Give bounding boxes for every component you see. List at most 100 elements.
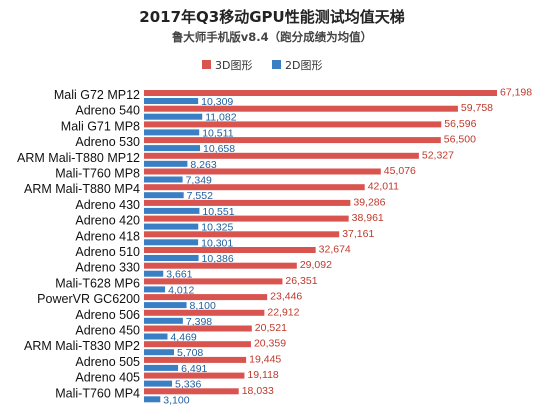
- chart-legend: 3D图形 2D图形: [202, 59, 322, 72]
- chart-title: 2017年Q3移动GPU性能测试均值天梯: [139, 8, 404, 26]
- value-label-3d: 32,674: [319, 244, 351, 256]
- value-label-2d: 8,100: [190, 300, 216, 312]
- category-label: Adreno 540: [75, 104, 140, 118]
- value-label-3d: 37,161: [342, 228, 374, 240]
- value-label-3d: 26,351: [285, 275, 317, 287]
- value-label-2d: 10,658: [203, 143, 235, 155]
- legend-label-3d: 3D图形: [215, 59, 252, 72]
- bar-3d: [144, 152, 419, 159]
- value-label-3d: 45,076: [384, 165, 416, 177]
- category-label: Adreno 506: [75, 308, 140, 322]
- bar-3d: [144, 168, 381, 175]
- bar-2d: [144, 192, 184, 199]
- value-label-3d: 29,092: [300, 259, 332, 271]
- bar-3d: [144, 325, 252, 332]
- legend-label-2d: 2D图形: [285, 59, 322, 72]
- bar-3d: [144, 137, 441, 144]
- bar-2d: [144, 176, 183, 183]
- bar-2d: [144, 286, 166, 293]
- bar-3d: [144, 262, 297, 269]
- bar-2d: [144, 380, 173, 387]
- bar-3d: [144, 231, 340, 238]
- value-label-2d: 7,552: [187, 190, 213, 202]
- bar-2d: [144, 239, 199, 246]
- bar-3d: [144, 388, 239, 395]
- bar-3d: [144, 105, 458, 112]
- bar-2d: [144, 113, 203, 120]
- value-label-3d: 42,011: [368, 181, 399, 193]
- value-label-2d: 7,398: [186, 316, 212, 328]
- category-label: ARM Mali-T830 MP2: [24, 339, 140, 353]
- bar-2d: [144, 129, 200, 136]
- value-label-3d: 56,596: [444, 118, 476, 130]
- category-label: Mali-T760 MP8: [55, 167, 140, 181]
- value-label-2d: 3,661: [166, 269, 192, 281]
- legend-swatch-3d: [202, 60, 211, 69]
- value-label-3d: 20,359: [254, 338, 286, 350]
- value-label-2d: 5,708: [177, 347, 203, 359]
- bar-2d: [144, 223, 199, 230]
- category-label: ARM Mali-T880 MP4: [24, 182, 140, 196]
- value-label-3d: 56,500: [444, 134, 476, 146]
- chart-subtitle: 鲁大师手机版v8.4（跑分成绩为均值）: [172, 30, 372, 44]
- value-label-2d: 10,301: [201, 237, 233, 249]
- bar-2d: [144, 317, 183, 324]
- legend-swatch-2d: [272, 60, 281, 69]
- bar-2d: [144, 364, 179, 371]
- category-label: ARM Mali-T880 MP12: [17, 151, 140, 165]
- value-label-2d: 10,325: [201, 222, 233, 234]
- value-label-2d: 5,336: [175, 379, 201, 391]
- category-label: Adreno 420: [75, 214, 140, 228]
- category-label: Mali-T628 MP6: [55, 276, 140, 290]
- bar-3d: [144, 199, 351, 206]
- value-label-2d: 4,012: [168, 284, 194, 296]
- value-label-2d: 8,263: [190, 159, 216, 171]
- value-label-2d: 4,469: [170, 332, 196, 344]
- category-label: Adreno 450: [75, 324, 140, 338]
- value-label-2d: 6,491: [181, 363, 207, 375]
- value-label-2d: 10,386: [202, 253, 234, 265]
- bar-2d: [144, 98, 199, 104]
- category-label: Adreno 505: [75, 355, 140, 369]
- bar-2d: [144, 160, 188, 167]
- bar-2d: [144, 255, 199, 261]
- value-label-2d: 3,100: [163, 394, 189, 406]
- value-label-3d: 52,327: [422, 149, 454, 161]
- value-label-2d: 10,551: [202, 206, 234, 218]
- bar-2d: [144, 349, 174, 356]
- value-label-2d: 7,349: [186, 175, 212, 187]
- bar-3d: [144, 90, 497, 96]
- category-label: Mali-T760 MP4: [55, 386, 140, 400]
- category-label: Mali G71 MP8: [61, 119, 140, 133]
- value-label-3d: 39,286: [353, 196, 385, 208]
- value-label-3d: 18,033: [242, 385, 274, 397]
- bar-2d: [144, 145, 200, 152]
- bar-3d: [144, 247, 316, 253]
- value-label-2d: 11,082: [205, 112, 236, 124]
- category-label: PowerVR GC6200: [37, 292, 140, 306]
- value-label-3d: 22,912: [267, 306, 299, 318]
- category-label: Adreno 405: [75, 371, 140, 385]
- bar-2d: [144, 207, 200, 214]
- plot-area: Mali G72 MP12 67,198 10,309 Adreno 540 59,75…: [17, 87, 532, 407]
- category-label: Adreno 330: [75, 261, 140, 275]
- bar-3d: [144, 356, 247, 363]
- bar-3d: [144, 309, 265, 316]
- value-label-3d: 19,118: [247, 369, 278, 381]
- bar-3d: [144, 121, 442, 128]
- value-label-2d: 10,511: [202, 127, 233, 139]
- bar-2d: [144, 302, 187, 309]
- bar-3d: [144, 341, 251, 348]
- value-label-3d: 23,446: [270, 291, 302, 303]
- category-label: Adreno 510: [75, 245, 140, 259]
- value-label-3d: 38,961: [352, 212, 384, 224]
- bar-3d: [144, 215, 349, 222]
- category-label: Adreno 530: [75, 135, 140, 149]
- category-label: Adreno 430: [75, 198, 140, 212]
- bar-3d: [144, 184, 365, 191]
- value-label-2d: 10,309: [201, 96, 233, 108]
- bar-2d: [144, 333, 168, 340]
- bar-3d: [144, 294, 268, 301]
- bar-3d: [144, 372, 245, 379]
